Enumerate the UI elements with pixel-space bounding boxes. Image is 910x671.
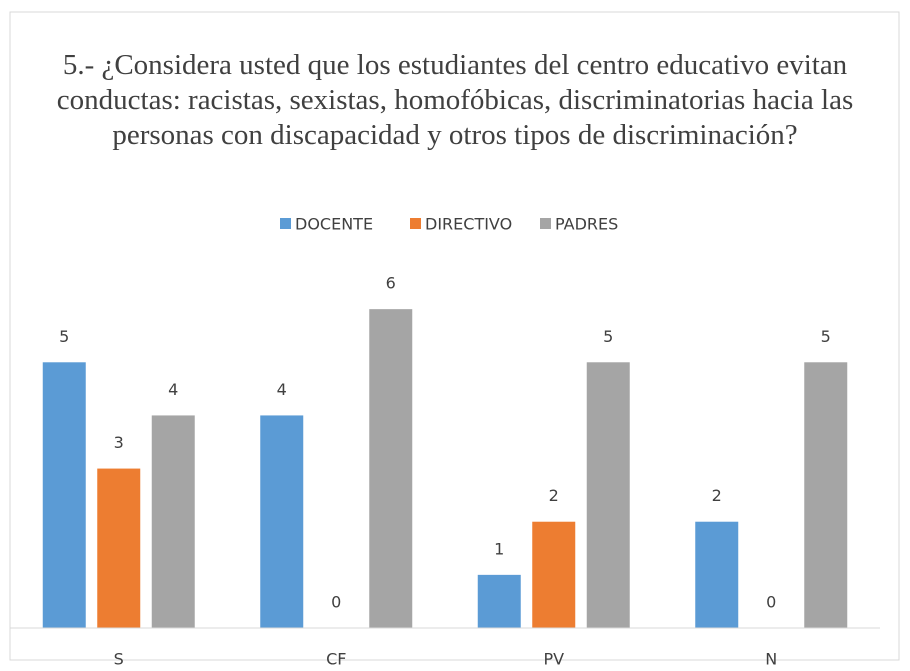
bar — [369, 309, 413, 628]
data-label: 1 — [494, 539, 504, 558]
bar — [42, 362, 86, 628]
legend-label: DOCENTE — [295, 215, 373, 234]
bar — [695, 521, 739, 628]
bar — [97, 468, 141, 628]
legend-swatch — [410, 218, 421, 229]
legend-label: DIRECTIVO — [425, 215, 512, 234]
data-label: 3 — [114, 433, 124, 452]
data-label: 2 — [549, 486, 559, 505]
legend-swatch — [540, 218, 551, 229]
legend-swatch — [280, 218, 291, 229]
bar — [586, 362, 630, 628]
data-label: 4 — [168, 380, 178, 399]
data-label: 5 — [59, 327, 69, 346]
x-tick-label: S — [114, 650, 124, 669]
x-tick-label: PV — [543, 650, 564, 669]
data-label: 0 — [766, 593, 776, 612]
data-label: 5 — [603, 327, 613, 346]
bar — [260, 415, 304, 628]
bar — [151, 415, 195, 628]
bar — [804, 362, 848, 628]
bar — [532, 521, 576, 628]
data-label: 5 — [821, 327, 831, 346]
data-label: 0 — [331, 593, 341, 612]
x-tick-label: N — [765, 650, 777, 669]
chart-title: 5.- ¿Considera usted que los estudiantes… — [56, 49, 854, 151]
data-label: 2 — [712, 486, 722, 505]
legend-label: PADRES — [555, 215, 618, 234]
x-tick-label: CF — [326, 650, 346, 669]
data-label: 4 — [277, 380, 287, 399]
bar — [477, 574, 521, 628]
data-label: 6 — [386, 274, 396, 293]
